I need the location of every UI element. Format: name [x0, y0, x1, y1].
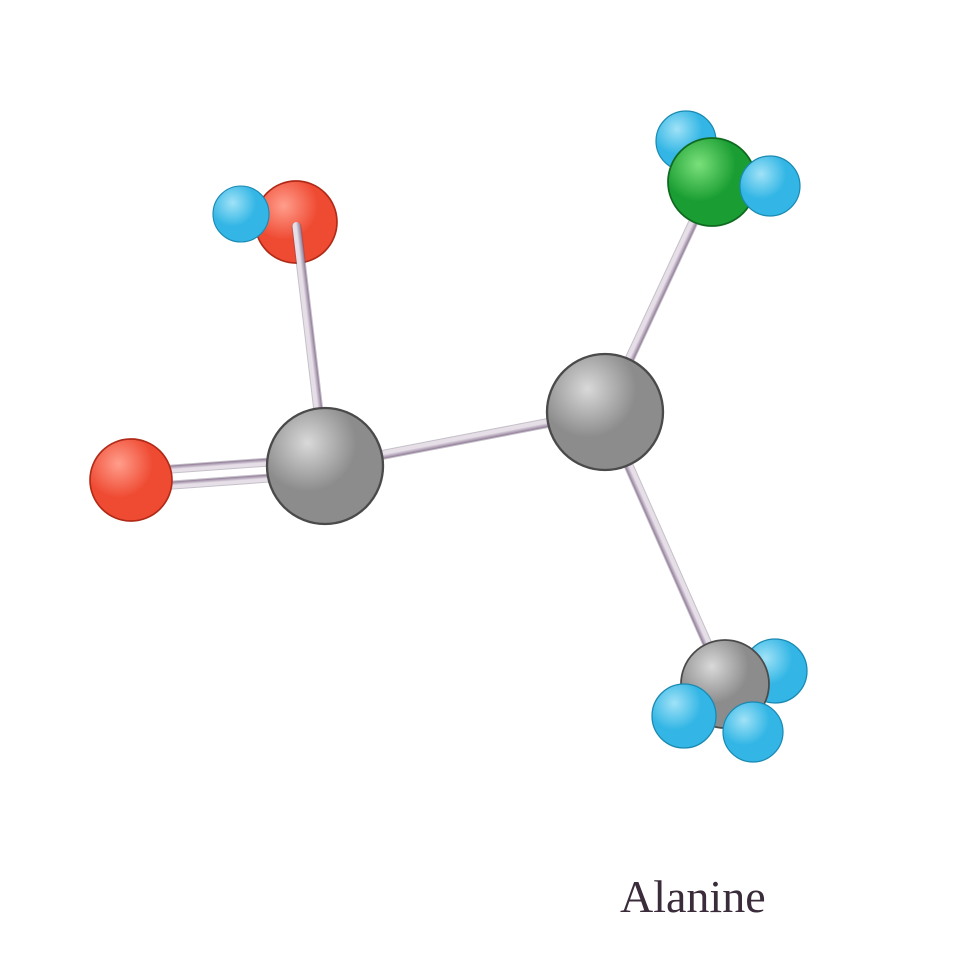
hydrogen-atom [740, 156, 800, 216]
hydrogen-atom [213, 186, 269, 242]
hydrogen-atom [723, 702, 783, 762]
molecule-label: Alanine [620, 870, 766, 923]
molecule-diagram [0, 0, 980, 980]
carbon-atom [267, 408, 383, 524]
hydrogen-atom [652, 684, 716, 748]
carbon-atom [547, 354, 663, 470]
oxygen-atom [90, 439, 172, 521]
